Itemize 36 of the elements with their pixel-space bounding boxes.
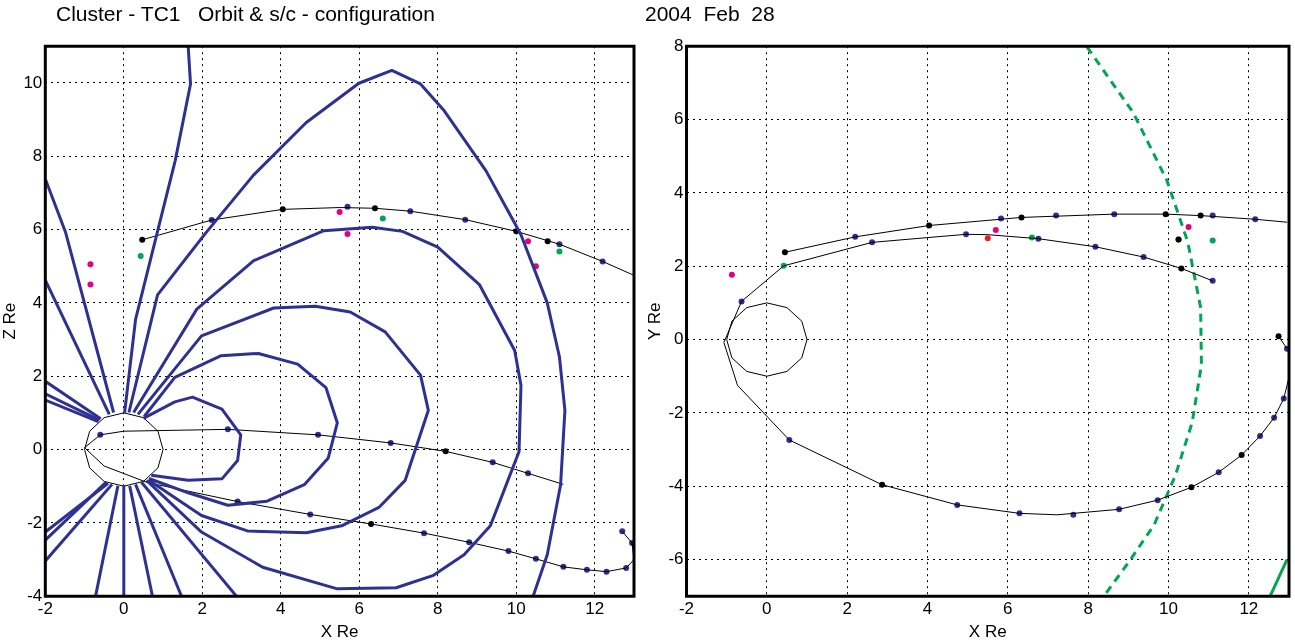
y-tick-label: 10 <box>23 72 43 92</box>
x-tick-label: 8 <box>1083 599 1093 619</box>
x-tick-label: 6 <box>1003 599 1013 619</box>
chart-title: 2004 Feb 28 <box>645 2 775 26</box>
y-tick-label: -6 <box>668 549 684 569</box>
x-tick-label: 4 <box>922 599 933 619</box>
y-tick-label: 4 <box>674 182 684 202</box>
x-axis-title: X Re <box>968 622 1007 642</box>
y-axis-title: Z Re <box>0 302 19 340</box>
x-tick-label: 2 <box>197 599 208 619</box>
y-tick-label: 2 <box>32 365 43 385</box>
x-tick-label: 0 <box>119 599 129 619</box>
y-tick-label: 6 <box>32 219 43 239</box>
y-tick-label: -4 <box>27 585 43 605</box>
y-tick-label: 0 <box>32 439 43 459</box>
y-tick-label: -2 <box>27 512 43 532</box>
x-tick-label: 10 <box>1159 599 1178 619</box>
x-tick-label: 8 <box>433 599 443 619</box>
x-tick-label: 2 <box>842 599 852 619</box>
x-tick-label: 6 <box>354 599 365 619</box>
y-tick-label: 6 <box>674 109 684 129</box>
x-tick-label: 12 <box>585 599 605 619</box>
x-axis-title: X Re <box>320 622 359 642</box>
y-tick-label: 4 <box>32 292 43 312</box>
y-axis-title: Y Re <box>644 302 664 340</box>
chart-title: Cluster - TC1 Orbit & s/c - configuration <box>56 2 435 26</box>
x-tick-label: 0 <box>762 599 772 619</box>
y-tick-label: 8 <box>674 35 684 55</box>
y-tick-label: 8 <box>32 145 43 165</box>
y-tick-label: 0 <box>674 329 684 349</box>
y-tick-label: -4 <box>668 475 684 495</box>
x-tick-label: 4 <box>276 599 286 619</box>
x-tick-label: 10 <box>506 599 526 619</box>
y-tick-label: -2 <box>668 402 684 422</box>
y-tick-label: 2 <box>674 255 684 275</box>
x-tick-label: 12 <box>1239 599 1259 619</box>
